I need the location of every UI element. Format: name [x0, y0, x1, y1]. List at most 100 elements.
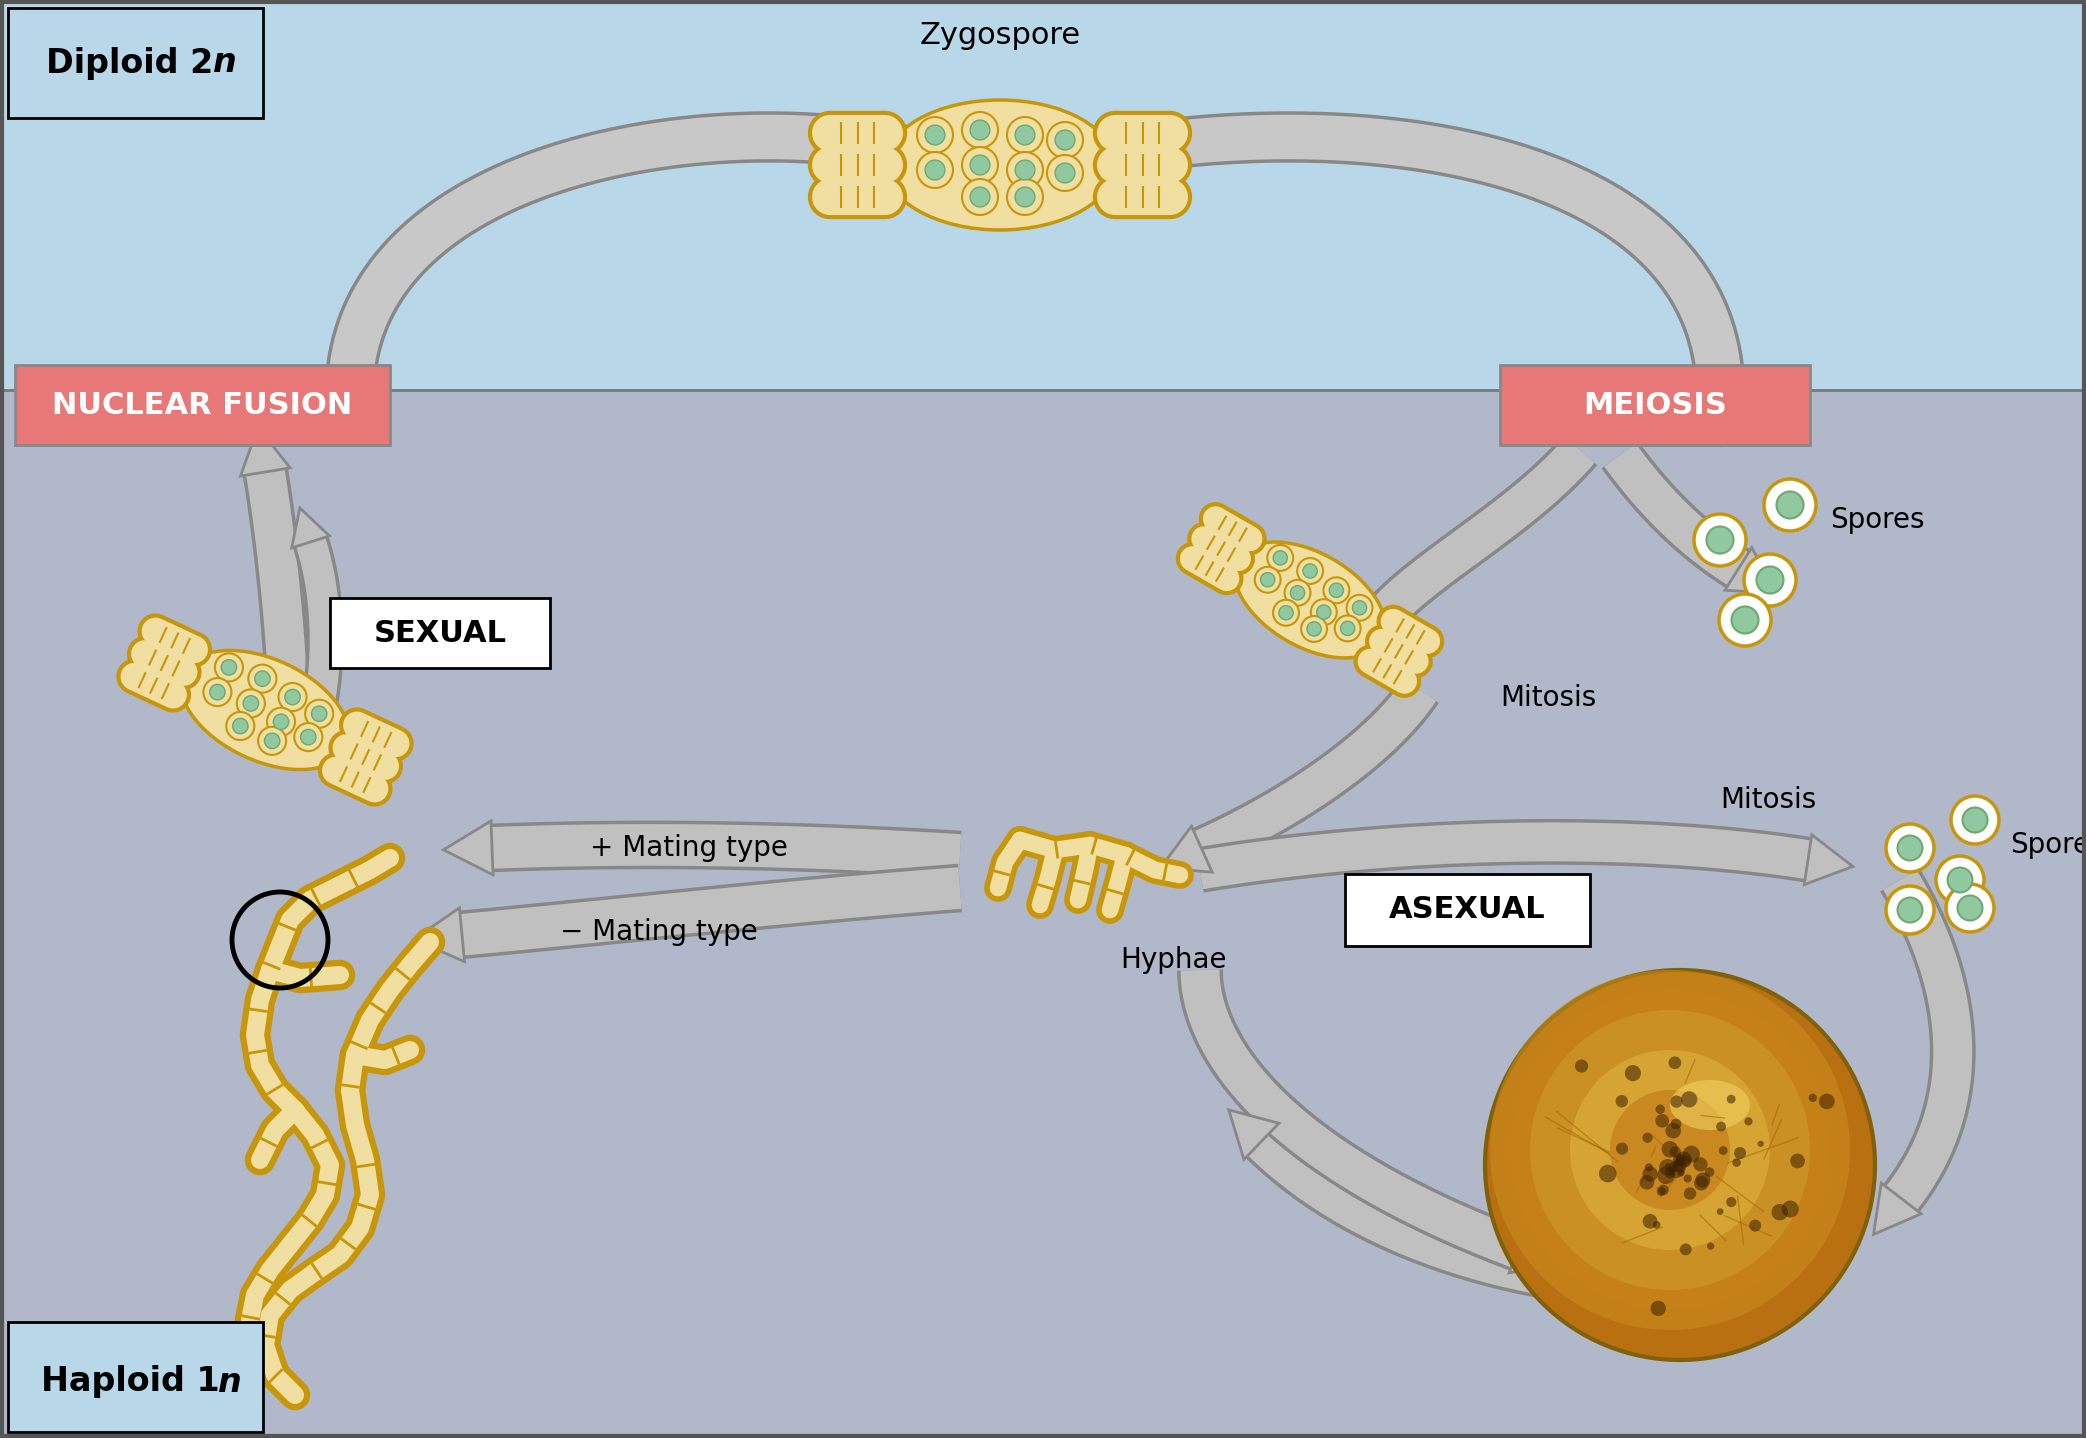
- Circle shape: [1610, 1090, 1729, 1209]
- Circle shape: [1771, 1204, 1788, 1221]
- Circle shape: [1656, 1114, 1669, 1127]
- FancyArrow shape: [1725, 548, 1777, 592]
- Circle shape: [1886, 886, 1934, 935]
- Circle shape: [1625, 1066, 1642, 1081]
- Circle shape: [1285, 580, 1310, 605]
- Circle shape: [1016, 160, 1035, 180]
- Circle shape: [1727, 1094, 1736, 1103]
- Circle shape: [1658, 1159, 1675, 1176]
- Circle shape: [1777, 492, 1804, 519]
- Circle shape: [962, 178, 997, 216]
- Circle shape: [1694, 1176, 1708, 1191]
- Circle shape: [1765, 479, 1817, 531]
- Circle shape: [1352, 601, 1366, 615]
- Circle shape: [924, 160, 945, 180]
- Circle shape: [1957, 896, 1982, 920]
- Circle shape: [1304, 564, 1316, 578]
- Circle shape: [294, 723, 323, 751]
- Circle shape: [1640, 1175, 1654, 1189]
- Circle shape: [238, 689, 265, 718]
- Circle shape: [1272, 551, 1287, 565]
- Circle shape: [1279, 605, 1293, 620]
- FancyArrow shape: [930, 132, 987, 187]
- Text: n: n: [213, 46, 238, 79]
- Circle shape: [1819, 1093, 1836, 1109]
- Circle shape: [1886, 824, 1934, 871]
- Ellipse shape: [1671, 1080, 1750, 1130]
- FancyArrow shape: [1352, 603, 1400, 653]
- Circle shape: [1656, 1166, 1675, 1183]
- Circle shape: [1047, 122, 1083, 158]
- Circle shape: [924, 125, 945, 145]
- Circle shape: [918, 116, 953, 152]
- FancyArrow shape: [1508, 1225, 1560, 1273]
- Circle shape: [1575, 1060, 1587, 1073]
- Circle shape: [1679, 1244, 1692, 1255]
- Circle shape: [1571, 1050, 1771, 1250]
- FancyArrow shape: [1160, 827, 1212, 873]
- Circle shape: [1615, 1094, 1627, 1107]
- Circle shape: [1671, 1119, 1681, 1129]
- FancyArrow shape: [1804, 835, 1852, 884]
- Circle shape: [1717, 1122, 1725, 1132]
- Circle shape: [1663, 1140, 1677, 1158]
- Circle shape: [1681, 1156, 1692, 1166]
- Circle shape: [1744, 1117, 1752, 1126]
- Text: MEIOSIS: MEIOSIS: [1583, 391, 1727, 420]
- Circle shape: [1650, 1300, 1667, 1316]
- Circle shape: [1335, 615, 1360, 641]
- Circle shape: [259, 726, 286, 755]
- Circle shape: [1758, 1140, 1765, 1148]
- Circle shape: [1302, 615, 1327, 641]
- FancyArrow shape: [240, 427, 290, 476]
- Circle shape: [1510, 989, 1829, 1310]
- Circle shape: [1683, 1188, 1696, 1199]
- Circle shape: [280, 683, 307, 710]
- Circle shape: [1727, 1196, 1736, 1206]
- Circle shape: [1656, 1188, 1665, 1196]
- FancyBboxPatch shape: [1500, 365, 1811, 444]
- Circle shape: [1733, 1148, 1746, 1159]
- Circle shape: [305, 700, 334, 728]
- Circle shape: [1642, 1133, 1652, 1143]
- Text: NUCLEAR FUSION: NUCLEAR FUSION: [52, 391, 353, 420]
- Circle shape: [1016, 187, 1035, 207]
- Text: SEXUAL: SEXUAL: [373, 618, 507, 647]
- FancyBboxPatch shape: [1345, 874, 1590, 946]
- Bar: [0, 390, 2086, 1438]
- Circle shape: [1297, 558, 1323, 584]
- Circle shape: [1016, 125, 1035, 145]
- Circle shape: [300, 729, 317, 745]
- Circle shape: [221, 660, 236, 674]
- Text: Mitosis: Mitosis: [1721, 787, 1817, 814]
- Circle shape: [1008, 152, 1043, 188]
- Circle shape: [234, 719, 248, 733]
- Circle shape: [970, 155, 991, 175]
- Circle shape: [286, 689, 300, 705]
- Circle shape: [970, 187, 991, 207]
- Circle shape: [1706, 1242, 1715, 1250]
- Circle shape: [1731, 1158, 1742, 1166]
- Circle shape: [1316, 605, 1331, 620]
- Circle shape: [1008, 178, 1043, 216]
- Circle shape: [1683, 1175, 1692, 1182]
- Circle shape: [1731, 607, 1758, 634]
- Text: Spores: Spores: [1829, 506, 1925, 533]
- Circle shape: [244, 696, 259, 712]
- Circle shape: [1254, 567, 1281, 592]
- Circle shape: [254, 672, 269, 686]
- Circle shape: [273, 715, 288, 729]
- Circle shape: [1677, 1153, 1685, 1162]
- Circle shape: [1665, 1168, 1675, 1179]
- Circle shape: [1719, 594, 1771, 646]
- Circle shape: [1669, 1057, 1681, 1068]
- Text: Mitosis: Mitosis: [1500, 684, 1596, 712]
- Circle shape: [970, 121, 991, 139]
- Circle shape: [1056, 162, 1074, 183]
- Circle shape: [225, 712, 254, 741]
- Circle shape: [1658, 1185, 1669, 1195]
- FancyArrow shape: [1229, 1110, 1279, 1159]
- FancyArrow shape: [413, 907, 465, 962]
- Circle shape: [1008, 116, 1043, 152]
- Circle shape: [1310, 600, 1337, 626]
